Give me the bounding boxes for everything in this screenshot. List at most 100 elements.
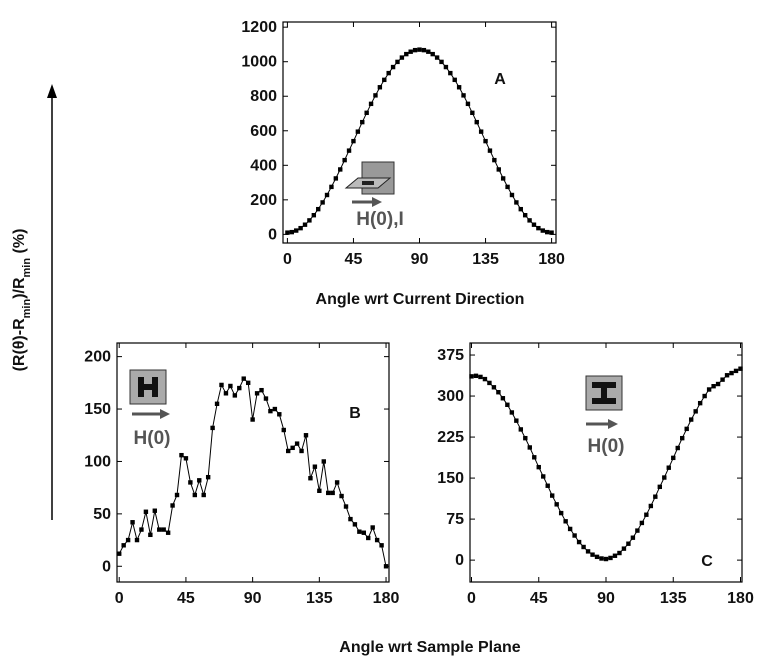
data-point [635, 528, 640, 533]
y-tick-label: 100 [84, 453, 111, 470]
panel-label: C [701, 553, 713, 570]
data-point [386, 70, 391, 76]
data-point [469, 374, 474, 379]
data-point [351, 138, 356, 144]
y-tick-label: 75 [446, 511, 464, 528]
data-point [630, 535, 636, 540]
x-tick-label: 135 [306, 590, 333, 607]
annotation: H(0),I [356, 209, 404, 230]
data-point [576, 539, 582, 545]
data-point [729, 370, 734, 376]
data-point [684, 426, 689, 432]
data-point [536, 225, 541, 231]
data-point [590, 552, 595, 557]
data-point [514, 200, 519, 205]
label-sub: min [21, 258, 33, 278]
data-point [639, 520, 645, 526]
panel-label: B [349, 405, 361, 422]
data-point [540, 228, 545, 233]
data-point [434, 55, 440, 60]
plot-frame [282, 21, 557, 244]
data-point [470, 110, 475, 116]
data-point [496, 390, 501, 395]
data-point [368, 101, 374, 107]
data-point [404, 51, 409, 57]
data-point [527, 218, 532, 223]
x-tick-label: 45 [345, 251, 363, 268]
data-point [421, 47, 427, 53]
data-point [527, 445, 532, 450]
data-point [648, 503, 654, 509]
data-point [549, 493, 555, 498]
data-point [509, 410, 515, 415]
y-tick-label: 400 [250, 157, 277, 174]
data-point [320, 200, 325, 205]
data-point [290, 445, 295, 451]
data-point [324, 192, 330, 198]
data-point [483, 138, 488, 144]
data-point [473, 373, 479, 379]
data-point [143, 509, 149, 514]
label-sub: min [21, 299, 33, 319]
data-point [675, 445, 680, 451]
data-point [130, 520, 135, 525]
data-point [487, 380, 492, 386]
data-point [334, 480, 340, 485]
data-point [666, 465, 671, 470]
data-point [148, 532, 153, 538]
y-tick-label: 200 [250, 192, 277, 209]
data-point [272, 406, 278, 412]
x-tick-label: 180 [727, 590, 754, 607]
data-point [532, 455, 537, 460]
data-point [509, 192, 515, 198]
data-point [426, 49, 431, 54]
data-point [302, 222, 308, 227]
data-point [326, 490, 331, 496]
data-point [348, 516, 353, 522]
data-point [183, 456, 189, 461]
data-point [361, 530, 367, 535]
label-part: (%) [11, 229, 28, 258]
data-point [303, 433, 309, 438]
data-point [317, 488, 322, 494]
y-tick-label: 1200 [241, 19, 277, 36]
data-point [307, 218, 312, 223]
data-point [697, 400, 703, 406]
data-point [523, 435, 528, 441]
data-line [118, 377, 387, 567]
data-point [343, 504, 349, 509]
annotation: H(0) [134, 428, 171, 449]
y-tick-label: 0 [102, 558, 111, 575]
y-tick-label: 300 [437, 388, 464, 405]
data-point [693, 409, 698, 414]
data-point [599, 556, 604, 561]
data-point [125, 537, 131, 543]
data-point [545, 483, 550, 488]
x-axis-label: Angle wrt Sample Plane [339, 639, 520, 656]
data-point [374, 537, 380, 543]
data-point [536, 464, 541, 470]
x-tick-label: 0 [467, 590, 476, 607]
data-point [505, 184, 510, 190]
data-point [311, 213, 317, 218]
data-point [299, 448, 304, 454]
data-point [263, 396, 269, 401]
data-point [688, 417, 694, 422]
data-point [298, 225, 303, 231]
data-point [554, 502, 559, 507]
y-tick-label: 0 [455, 552, 464, 569]
inset-icon [585, 375, 623, 429]
x-tick-label: 90 [597, 590, 615, 607]
data-point [373, 93, 378, 98]
data-point [563, 519, 568, 524]
data-point [364, 110, 369, 116]
data-point [355, 129, 361, 134]
data-point [117, 551, 122, 556]
y-tick-label: 150 [84, 401, 111, 418]
data-point [294, 228, 299, 233]
data-point [653, 494, 658, 499]
data-point [277, 412, 282, 417]
data-point [366, 535, 371, 541]
panel-label: A [494, 71, 506, 88]
